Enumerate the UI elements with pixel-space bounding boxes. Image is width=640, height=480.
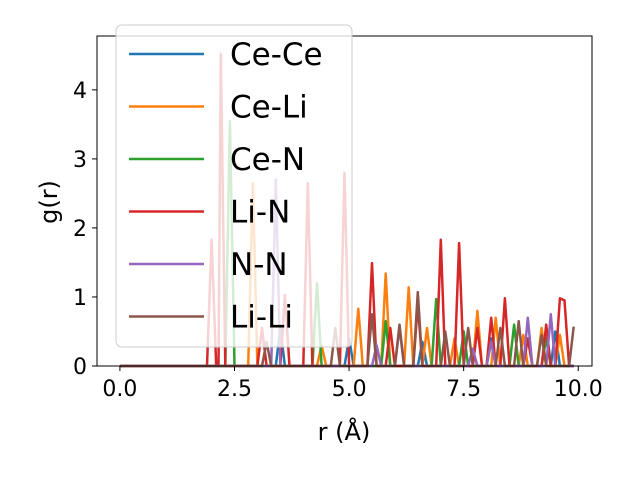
legend-label-ce-li: Ce-Li	[230, 90, 308, 126]
y-tick-label: 3	[73, 148, 87, 173]
y-axis-label: g(r)	[35, 180, 63, 224]
x-tick-label: 10.0	[554, 377, 603, 402]
legend: Ce-Ce Ce-Li Ce-N Li-N N-N Li-Li	[115, 24, 353, 348]
x-tick-label: 2.5	[217, 377, 252, 402]
legend-label-ce-ce: Ce-Ce	[230, 37, 323, 73]
y-tick-label: 4	[73, 79, 87, 104]
y-tick-label: 2	[73, 217, 87, 242]
x-tick-label: 7.5	[446, 377, 481, 402]
legend-label-ce-n: Ce-N	[230, 142, 305, 178]
y-tick-label: 0	[73, 355, 87, 380]
x-tick-label: 5.0	[332, 377, 367, 402]
legend-label-li-n: Li-N	[230, 195, 290, 231]
x-tick-label: 0.0	[102, 377, 137, 402]
legend-label-li-li: Li-Li	[230, 300, 293, 336]
legend-label-n-n: N-N	[230, 247, 288, 283]
x-axis-label: r (Å)	[318, 417, 371, 446]
series-line-ce-ce	[119, 326, 574, 368]
y-tick-label: 1	[73, 286, 87, 311]
axes-layer: 0.0 2.5 5.0 7.5 10.0 0 1 2 3 4	[73, 35, 603, 402]
